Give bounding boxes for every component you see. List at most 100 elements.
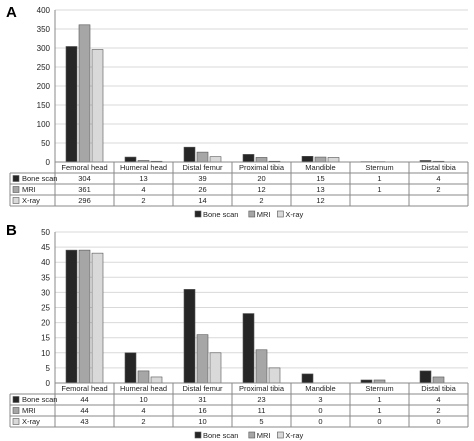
- y-tick-label: 150: [37, 101, 51, 110]
- legend-label: X-ray: [285, 210, 303, 219]
- bar-mri-mandible: [314, 156, 327, 163]
- bar-bone-scan-distal-femur: [183, 289, 196, 384]
- y-tick-label: 40: [41, 258, 50, 267]
- table-cell: 2: [141, 196, 145, 205]
- legend-label: X-ray: [285, 431, 303, 440]
- bar-mri-distal-tibia: [432, 376, 445, 384]
- table-cell: 0: [318, 417, 322, 426]
- legend-swatch-icon: [248, 210, 256, 218]
- x-category-label: Mandible: [305, 163, 335, 172]
- square-swatch-icon: [12, 407, 20, 414]
- table-cell: 361: [78, 185, 91, 194]
- table-cell: 10: [139, 395, 147, 404]
- x-category-label: Humeral head: [120, 384, 167, 393]
- x-category-label: Femoral head: [61, 163, 107, 172]
- y-tick-label: 0: [46, 158, 51, 167]
- table-cell: 5: [259, 417, 263, 426]
- table-cell: 2: [259, 196, 263, 205]
- bar-bone-scan-humeral-head: [124, 156, 137, 163]
- table-cell: 0: [318, 406, 322, 415]
- legend-swatch-icon: [277, 431, 284, 439]
- table-cell: 44: [80, 395, 88, 404]
- table-cell: 20: [257, 174, 265, 183]
- table-cell: 3: [318, 395, 322, 404]
- table-cell: 15: [316, 174, 324, 183]
- x-category-label: Sternum: [365, 384, 393, 393]
- table-cell: 304: [78, 174, 91, 183]
- x-category-label: Humeral head: [120, 163, 167, 172]
- y-tick-label: 100: [37, 120, 51, 129]
- table-cell: 23: [257, 395, 265, 404]
- table-row-label: MRI: [22, 406, 36, 415]
- bar-x-ray-distal-femur: [209, 156, 222, 163]
- bar-mri-distal-femur: [196, 334, 209, 384]
- x-category-label: Mandible: [305, 384, 335, 393]
- table-cell: 16: [198, 406, 206, 415]
- x-category-label: Proximal tibia: [239, 163, 285, 172]
- table-cell: 296: [78, 196, 91, 205]
- bar-x-ray-humeral-head: [150, 376, 163, 384]
- bar-bone-scan-mandible: [301, 373, 314, 384]
- table-cell: 31: [198, 395, 206, 404]
- table-cell: 0: [377, 417, 381, 426]
- legend-swatch-icon: [194, 431, 202, 439]
- x-category-label: Distal femur: [182, 163, 223, 172]
- table-row-label: X-ray: [22, 417, 40, 426]
- y-tick-label: 50: [41, 228, 50, 237]
- bar-bone-scan-proximal-tibia: [242, 154, 255, 163]
- bar-bone-scan-proximal-tibia: [242, 313, 255, 384]
- table-cell: 1: [377, 395, 381, 404]
- bar-bone-scan-mandible: [301, 156, 314, 163]
- table-cell: 0: [436, 417, 440, 426]
- table-cell: 39: [198, 174, 206, 183]
- bar-x-ray-mandible: [327, 157, 340, 163]
- bar-x-ray-proximal-tibia: [268, 367, 281, 384]
- table-cell: 2: [436, 406, 440, 415]
- square-swatch-icon: [12, 175, 20, 182]
- table-cell: 4: [436, 395, 440, 404]
- x-category-label: Femoral head: [61, 384, 107, 393]
- square-swatch-icon: [12, 418, 20, 425]
- square-swatch-icon: [12, 396, 20, 403]
- square-swatch-icon: [12, 186, 20, 193]
- y-tick-label: 50: [41, 139, 50, 148]
- y-tick-label: 300: [37, 44, 51, 53]
- legend-swatch-icon: [248, 431, 256, 439]
- table-row-label: X-ray: [22, 196, 40, 205]
- table-cell: 14: [198, 196, 206, 205]
- square-swatch-icon: [12, 197, 20, 204]
- table-cell: 12: [316, 196, 324, 205]
- table-cell: 1: [377, 406, 381, 415]
- x-category-label: Distal tibia: [421, 163, 456, 172]
- legend-label: MRI: [257, 431, 271, 440]
- bar-x-ray-femoral-head: [91, 252, 104, 384]
- table-cell: 44: [80, 406, 88, 415]
- y-tick-label: 10: [41, 349, 50, 358]
- table-cell: 4: [141, 185, 145, 194]
- x-category-label: Sternum: [365, 163, 393, 172]
- bar-bone-scan-femoral-head: [65, 249, 78, 384]
- table-cell: 26: [198, 185, 206, 194]
- x-category-label: Distal tibia: [421, 384, 456, 393]
- y-tick-label: 5: [46, 364, 51, 373]
- bar-mri-distal-femur: [196, 151, 209, 163]
- table-cell: 4: [436, 174, 440, 183]
- bar-mri-proximal-tibia: [255, 349, 268, 384]
- table-row-label: MRI: [22, 185, 36, 194]
- bar-mri-femoral-head: [78, 249, 91, 384]
- bar-mri-humeral-head: [137, 370, 150, 384]
- legend-label: MRI: [257, 210, 271, 219]
- bar-mri-femoral-head: [78, 24, 91, 163]
- table-cell: 1: [377, 174, 381, 183]
- y-tick-label: 35: [41, 273, 50, 282]
- y-tick-label: 200: [37, 82, 51, 91]
- y-tick-label: 250: [37, 63, 51, 72]
- bar-mri-proximal-tibia: [255, 157, 268, 163]
- table-cell: 10: [198, 417, 206, 426]
- bar-bone-scan-femoral-head: [65, 46, 78, 163]
- bar-bone-scan-humeral-head: [124, 352, 137, 384]
- panel-b-label: B: [6, 222, 17, 239]
- legend-label: Bone scan: [203, 210, 238, 219]
- table-row-label: Bone scan: [22, 395, 57, 404]
- x-category-label: Proximal tibia: [239, 384, 285, 393]
